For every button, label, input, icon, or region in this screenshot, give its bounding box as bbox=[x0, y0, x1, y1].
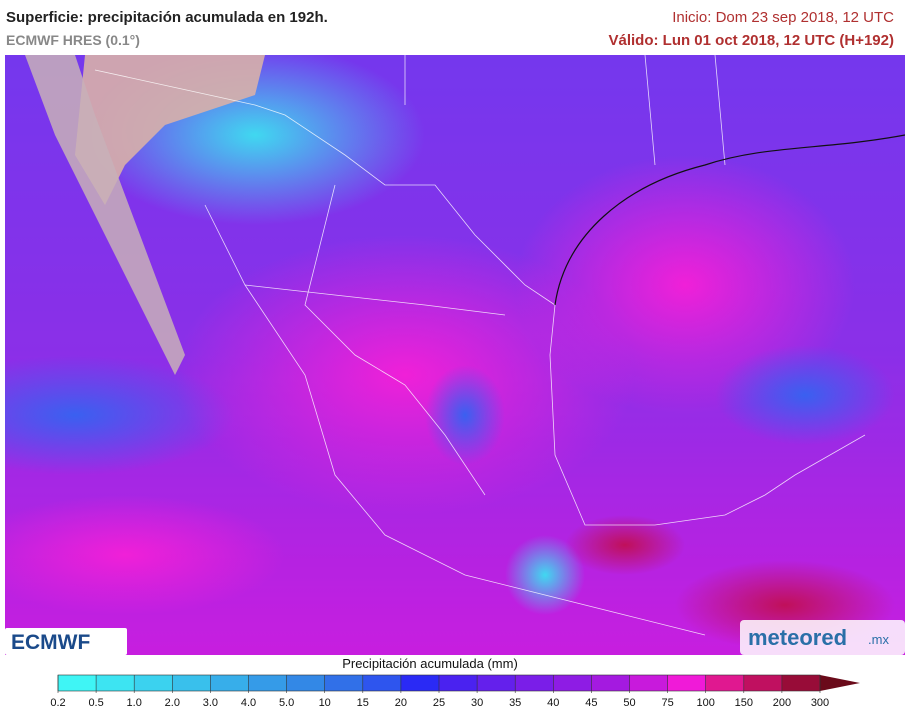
tick-label: 50 bbox=[623, 697, 635, 709]
map bbox=[5, 55, 905, 655]
color-segment bbox=[477, 675, 516, 691]
color-segment bbox=[667, 675, 707, 691]
color-segment bbox=[629, 675, 669, 691]
tick-label: 5.0 bbox=[279, 697, 294, 709]
color-segment bbox=[210, 675, 249, 691]
tick-label: 0.5 bbox=[88, 697, 103, 709]
color-segment bbox=[591, 675, 630, 691]
init-time: Inicio: Dom 23 sep 2018, 12 UTC bbox=[672, 9, 894, 26]
tick-label: 200 bbox=[773, 697, 791, 709]
color-segment bbox=[439, 675, 478, 691]
legend-title: Precipitación acumulada (mm) bbox=[342, 656, 518, 671]
color-segment bbox=[248, 675, 288, 691]
color-segment bbox=[515, 675, 554, 691]
tick-label: 45 bbox=[585, 697, 597, 709]
tick-label: 0.2 bbox=[50, 697, 65, 709]
tick-label: 10 bbox=[319, 697, 331, 709]
tick-label: 1.0 bbox=[127, 697, 142, 709]
model: ECMWF HRES (0.1°) bbox=[6, 32, 140, 48]
tick-label: 300 bbox=[811, 697, 829, 709]
tick-label: 150 bbox=[735, 697, 753, 709]
tick-label: 15 bbox=[357, 697, 369, 709]
color-segment bbox=[553, 675, 592, 691]
tick-label: 3.0 bbox=[203, 697, 218, 709]
tick-label: 35 bbox=[509, 697, 521, 709]
meteored-text: meteored bbox=[748, 625, 848, 650]
color-segment bbox=[324, 675, 364, 691]
color-segment bbox=[705, 675, 745, 691]
tick-label: 75 bbox=[661, 697, 673, 709]
color-segment bbox=[134, 675, 173, 691]
color-segment bbox=[58, 675, 97, 691]
tick-label: 30 bbox=[471, 697, 483, 709]
color-segment bbox=[743, 675, 783, 691]
tick-label: 20 bbox=[395, 697, 407, 709]
color-arrow bbox=[820, 675, 860, 691]
color-segment bbox=[172, 675, 211, 691]
tick-label: 25 bbox=[433, 697, 445, 709]
color-segment bbox=[286, 675, 326, 691]
colorbar: 0.2 0.5 1.0 2.0 3.0 4.0 5.0 10 15 20 25 30 35 40 45 50 7… bbox=[50, 674, 860, 709]
field bbox=[715, 345, 895, 445]
dry-land bbox=[75, 55, 265, 205]
color-segment bbox=[400, 675, 440, 691]
meteored-suffix: .mx bbox=[868, 632, 889, 647]
color-segment bbox=[781, 675, 821, 691]
tick-label: 4.0 bbox=[241, 697, 256, 709]
tick-label: 2.0 bbox=[165, 697, 180, 709]
tick-label: 40 bbox=[547, 697, 559, 709]
color-segment bbox=[362, 675, 402, 691]
tick-label: 100 bbox=[697, 697, 715, 709]
field bbox=[425, 365, 505, 465]
ecmwf-logo: ECMWF bbox=[5, 628, 127, 655]
valid-time: Válido: Lun 01 oct 2018, 12 UTC (H+192) bbox=[608, 32, 894, 49]
field bbox=[5, 495, 285, 615]
meteored-logo: meteored .mx bbox=[740, 620, 905, 655]
title: Superficie: precipitación acumulada en 1… bbox=[6, 9, 328, 26]
gulf-coast bbox=[554, 134, 905, 306]
field bbox=[505, 535, 585, 615]
field bbox=[565, 515, 685, 575]
color-segment bbox=[96, 675, 135, 691]
ecmwf-text: ECMWF bbox=[11, 631, 91, 654]
baja-california bbox=[25, 55, 185, 375]
